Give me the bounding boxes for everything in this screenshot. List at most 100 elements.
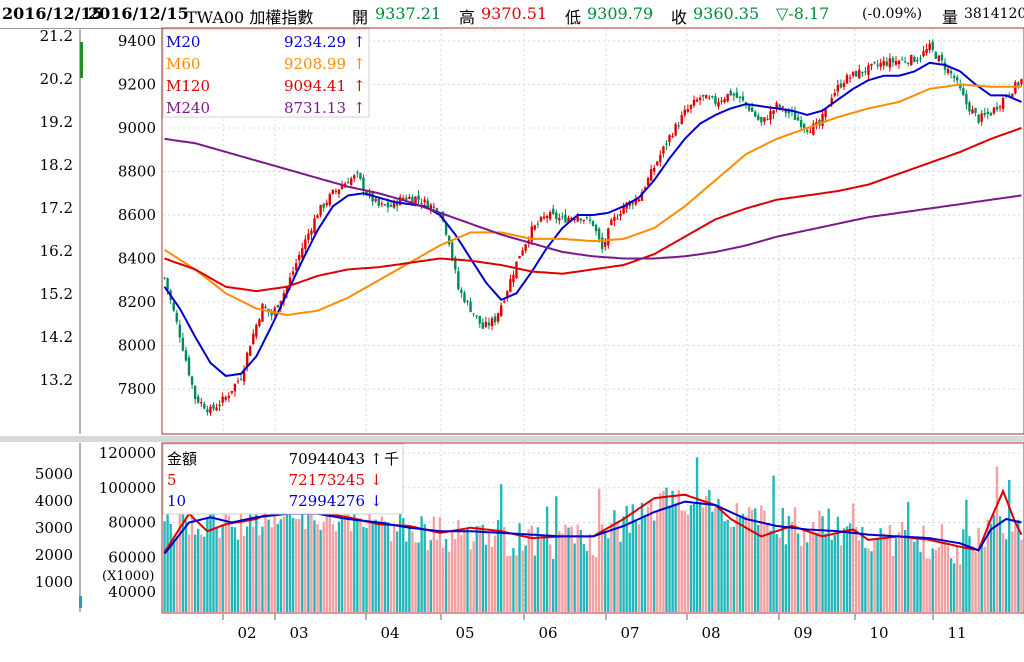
candle-body	[395, 201, 399, 206]
low-value: 9309.79	[587, 4, 654, 23]
panel-divider[interactable]	[0, 436, 1024, 442]
candle-body	[325, 202, 328, 206]
amount-bar	[842, 528, 846, 612]
amount-bar	[943, 541, 947, 612]
candle-body	[426, 200, 429, 209]
candle-body	[659, 154, 662, 163]
amount-bar	[968, 536, 971, 612]
amount-bar	[567, 527, 570, 612]
legend-arrow-up-icon: ↑	[353, 77, 366, 95]
candle-body	[478, 316, 481, 324]
amount-bar	[763, 510, 766, 612]
candle-body	[864, 71, 867, 73]
amount-bar	[252, 526, 255, 612]
amount-bar	[362, 526, 365, 612]
amount-bar	[836, 516, 840, 612]
amount-bar	[674, 503, 677, 612]
amount-bar	[313, 520, 316, 612]
candle-body	[196, 396, 200, 403]
candle-body	[607, 228, 610, 246]
candle-body	[616, 218, 619, 220]
legend-name-m60: M60	[166, 55, 200, 73]
candle-body	[830, 98, 833, 104]
candle-body	[552, 208, 555, 214]
candle-body	[402, 197, 405, 200]
candle-body	[423, 199, 426, 203]
amount-bar	[509, 555, 512, 612]
change-value: ▽-8.17	[776, 4, 830, 23]
amount-bar	[463, 530, 466, 612]
amount-bar	[533, 555, 537, 612]
amount-bar	[573, 543, 576, 612]
ma-line-m20	[163, 61, 1022, 377]
amount-bar	[588, 534, 592, 612]
amount-bar	[576, 524, 579, 612]
candle-body	[242, 369, 246, 382]
candle-body	[178, 324, 182, 338]
candle-body	[842, 83, 846, 87]
amount-bar	[276, 523, 279, 612]
volume-bars	[163, 457, 1023, 612]
candle-body	[319, 204, 322, 216]
candle-body	[671, 136, 674, 138]
candle-body	[799, 120, 803, 128]
candle-body	[711, 95, 714, 98]
candle-body	[619, 213, 622, 217]
amount-bar	[591, 554, 595, 612]
candle-body	[429, 204, 432, 210]
amount-bar	[604, 533, 607, 612]
x-tick-label: 11	[947, 624, 966, 642]
amount-bar	[447, 551, 451, 612]
amount-bar	[163, 521, 166, 612]
candle-body	[784, 109, 788, 113]
amount-bar	[907, 501, 910, 612]
amount-bar	[242, 536, 246, 612]
amount-bar	[646, 507, 650, 612]
candle-body	[261, 303, 264, 322]
candle-body	[245, 352, 249, 367]
candle-body	[310, 230, 313, 235]
low-label: 低	[565, 8, 582, 27]
candle-body	[913, 57, 916, 63]
amount-bar	[1020, 539, 1023, 612]
x-tick-label: 05	[455, 624, 474, 642]
amount-bar	[977, 527, 980, 612]
amount-bar	[460, 535, 463, 612]
left-axis-tick-label: 17.2	[40, 199, 73, 217]
amount-bar	[386, 522, 390, 612]
candle-body	[475, 315, 478, 317]
candle-body	[227, 395, 231, 398]
candle-body	[646, 177, 650, 186]
amount-bar	[708, 489, 711, 612]
candle-body	[175, 312, 178, 322]
candle-body	[689, 104, 693, 109]
amount-bar	[380, 516, 384, 612]
candle-body	[741, 96, 745, 101]
volume-y-tick-label: 40000	[108, 583, 156, 601]
amount-bar	[469, 549, 472, 612]
candle-body	[833, 92, 836, 96]
candle-body	[487, 322, 491, 326]
candle-body	[750, 107, 754, 112]
candle-body	[190, 376, 194, 385]
amount-bar	[377, 523, 380, 612]
left-axis-tick-label: 16.2	[40, 242, 73, 260]
candle-body	[313, 218, 316, 233]
candle-body	[680, 115, 683, 124]
amount-bar	[732, 526, 735, 612]
price-y-tick-label: 8200	[118, 293, 156, 311]
candle-body	[851, 71, 855, 76]
candle-body	[613, 216, 616, 221]
amount-bar	[561, 533, 564, 612]
candle-body	[940, 54, 944, 61]
candle-body	[995, 106, 999, 110]
candle-body	[273, 307, 276, 315]
amount-bar	[949, 558, 953, 612]
amount-bar	[389, 541, 393, 612]
amount-bar	[653, 520, 656, 612]
candle-body	[1001, 98, 1005, 109]
amount-bar	[671, 490, 674, 612]
amount-bar	[490, 547, 494, 612]
amount-bar	[552, 559, 555, 612]
